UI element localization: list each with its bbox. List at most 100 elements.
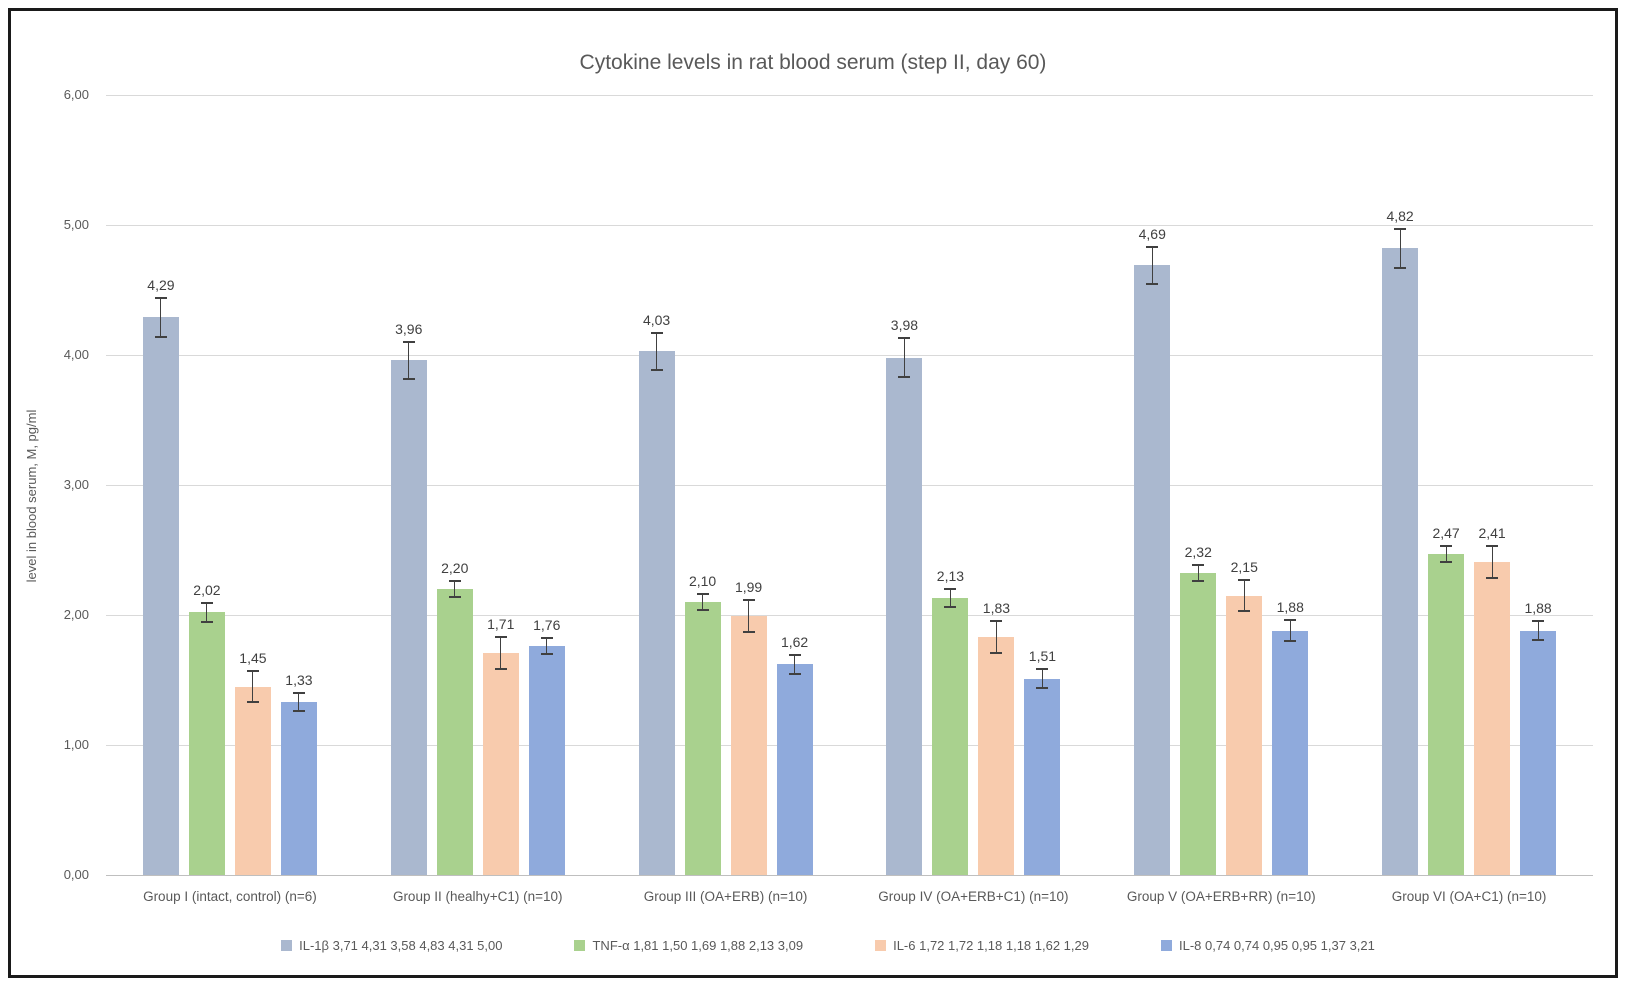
bar-il-8 [280, 702, 317, 875]
error-bar [1440, 544, 1453, 563]
bar-il-1- [1382, 248, 1419, 875]
error-bar-cap-bottom [742, 631, 755, 634]
error-bar-line [794, 654, 796, 675]
gridline [106, 225, 1593, 226]
error-bar [292, 691, 305, 713]
value-label: 2,02 [193, 582, 221, 598]
error-bar-cap-top [448, 579, 461, 582]
error-bar-cap-top [944, 587, 957, 590]
value-label: 3,98 [890, 316, 919, 333]
bar-il-6 [234, 686, 271, 875]
x-axis-label: Group II (healhy+C1) (n=10) [392, 889, 563, 904]
error-bar [1146, 245, 1159, 285]
value-label: 1,33 [285, 671, 313, 688]
error-bar-cap-top [540, 637, 553, 640]
error-bar-line [1197, 564, 1199, 583]
value-label: 3,96 [395, 320, 423, 337]
error-bar-cap-bottom [1532, 638, 1545, 641]
value-label: 1,83 [982, 600, 1011, 617]
error-bar [990, 620, 1003, 654]
error-bar [154, 296, 167, 339]
bar-il-8 [528, 646, 565, 875]
legend-item: TNF-α 1,81 1,50 1,69 1,88 2,13 3,09 [574, 938, 803, 953]
error-bar-cap-top [1440, 544, 1453, 547]
y-tick-label: 3,00 [63, 477, 89, 492]
error-bar [944, 587, 957, 609]
legend-label: IL-8 0,74 0,74 0,95 0,95 1,37 3,21 [1178, 938, 1375, 953]
error-bar-line [903, 336, 905, 379]
value-label: 2,20 [441, 559, 469, 576]
gridline [106, 745, 1593, 746]
bar-tnf- [436, 589, 473, 875]
legend-label: IL-1β 3,71 4,31 3,58 4,83 4,31 5,00 [299, 938, 503, 953]
error-bar-line [206, 602, 208, 623]
error-bar-cap-bottom [898, 376, 911, 379]
error-bar [246, 669, 259, 704]
error-bar-cap-top [742, 599, 755, 602]
error-bar-cap-bottom [650, 368, 663, 371]
error-bar-cap-top [402, 340, 415, 343]
bar-il-1- [638, 351, 675, 875]
error-bar-cap-bottom [990, 651, 1003, 654]
error-bar-cap-top [1394, 227, 1407, 230]
legend-label: TNF-α 1,81 1,50 1,69 1,88 2,13 3,09 [592, 938, 804, 953]
gridline [106, 485, 1593, 486]
error-bar-cap-bottom [1192, 580, 1205, 583]
error-bar-line [500, 635, 502, 670]
y-tick-label: 2,00 [63, 607, 89, 622]
value-label: 4,69 [1138, 225, 1166, 242]
error-bar [448, 579, 461, 599]
bar-il-8 [1520, 630, 1557, 875]
chart-frame: Cytokine levels in rat blood serum (step… [8, 8, 1618, 978]
error-bar-cap-bottom [494, 667, 507, 670]
value-label: 4,29 [147, 276, 175, 293]
legend-item: IL-1β 3,71 4,31 3,58 4,83 4,31 5,00 [281, 938, 502, 953]
value-label: 1,88 [1524, 600, 1552, 617]
error-bar-cap-top [1532, 620, 1545, 623]
y-tick-label: 4,00 [63, 347, 89, 362]
error-bar-cap-bottom [788, 672, 801, 675]
value-label: 1,71 [487, 615, 515, 632]
value-label: 2,32 [1184, 544, 1212, 561]
error-bar-line [298, 691, 300, 713]
error-bar [742, 599, 755, 634]
bar-il-1- [1134, 265, 1171, 875]
x-axis-label: Group V (OA+ERB+RR) (n=10) [1126, 889, 1316, 904]
bar-il-8 [1024, 678, 1061, 875]
error-bar-line [408, 340, 410, 380]
bar-il-1- [390, 360, 427, 875]
bar-tnf- [1180, 573, 1217, 875]
bar-il-8 [776, 664, 813, 875]
error-bar [1192, 564, 1205, 583]
bar-tnf- [684, 602, 721, 875]
error-bar-line [1243, 578, 1245, 613]
value-label: 1,62 [780, 634, 809, 650]
legend-swatch-icon [875, 940, 887, 951]
bar-il-6 [1474, 561, 1511, 875]
error-bar-line [546, 637, 548, 656]
error-bar [1238, 578, 1251, 613]
error-bar-line [949, 587, 951, 609]
value-label: 4,82 [1386, 207, 1414, 224]
error-bar-line [1445, 544, 1447, 563]
error-bar-cap-top [200, 602, 213, 604]
x-axis-label: Group III (OA+ERB) (n=10) [643, 889, 808, 904]
value-label: 2,15 [1230, 558, 1258, 575]
error-bar-cap-top [1238, 578, 1251, 581]
error-bar-line [1399, 227, 1401, 270]
error-bar-cap-top [494, 635, 507, 638]
bar-il-6 [730, 616, 767, 875]
error-bar [696, 592, 709, 612]
error-bar-cap-bottom [1394, 267, 1407, 270]
chart-title: Cytokine levels in rat blood serum (step… [579, 51, 1047, 74]
error-bar-cap-bottom [1486, 576, 1499, 579]
legend-item: IL-6 1,72 1,72 1,18 1,18 1,62 1,29 [875, 938, 1089, 953]
error-bar-cap-bottom [246, 701, 259, 704]
bar-il-6 [1226, 595, 1263, 875]
error-bar-cap-bottom [1440, 560, 1453, 563]
error-bar-line [1491, 544, 1493, 579]
error-bar [1486, 544, 1499, 579]
error-bar [1394, 227, 1407, 270]
bar-tnf- [188, 612, 225, 875]
y-tick-label: 0,00 [63, 867, 89, 882]
